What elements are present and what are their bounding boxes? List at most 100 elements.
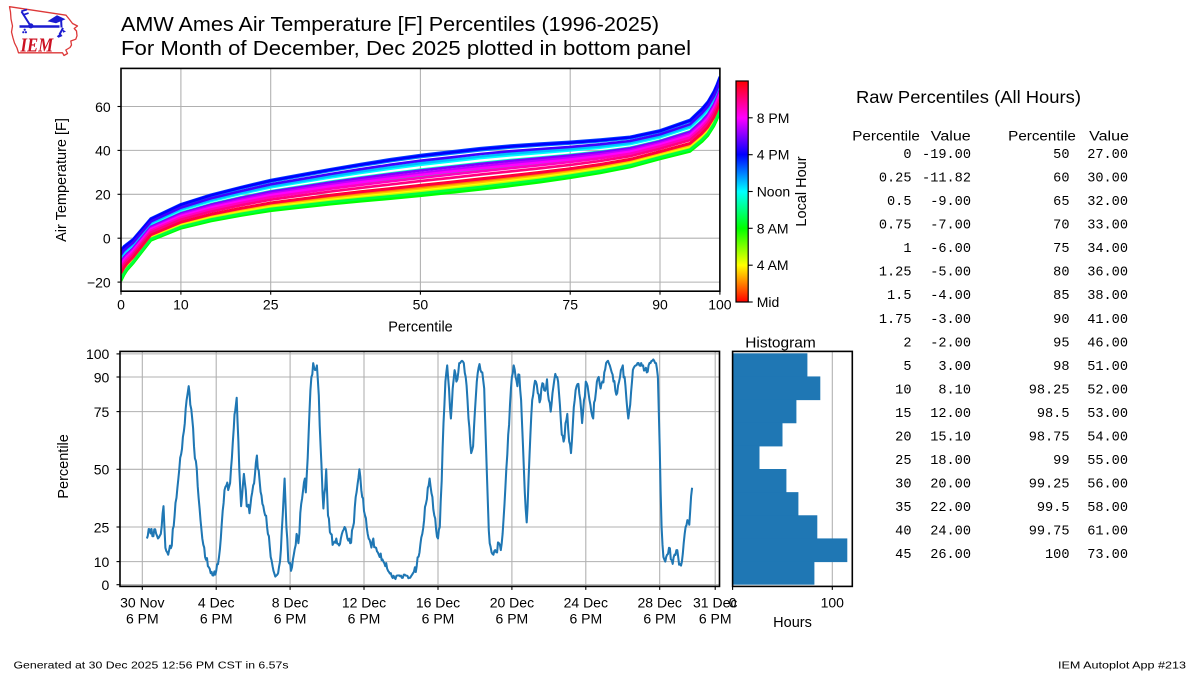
svg-text:16 Dec: 16 Dec [416,595,460,611]
svg-text:2: 2 [903,336,911,351]
svg-text:-19.00: -19.00 [922,148,971,163]
svg-text:IEM: IEM [20,34,55,57]
svg-text:Mid: Mid [757,294,780,310]
svg-text:15.10: 15.10 [930,431,971,446]
svg-text:For Month of December, Dec 202: For Month of December, Dec 2025 plotted … [121,38,691,60]
svg-text:65: 65 [1053,195,1069,210]
svg-text:26.00: 26.00 [930,548,971,563]
svg-text:40: 40 [895,525,911,540]
svg-text:99.25: 99.25 [1029,478,1070,493]
svg-text:98.25: 98.25 [1029,383,1070,398]
svg-text:51.00: 51.00 [1087,360,1128,375]
svg-text:10: 10 [94,554,110,570]
svg-text:6 PM: 6 PM [643,611,676,627]
svg-text:60: 60 [95,99,111,115]
svg-text:45: 45 [895,548,911,563]
svg-text:6 PM: 6 PM [126,611,159,627]
svg-text:0.25: 0.25 [879,172,912,187]
svg-text:25: 25 [895,454,911,469]
svg-text:Percentile: Percentile [388,320,452,336]
svg-text:30: 30 [895,478,911,493]
svg-text:Percentile: Percentile [1008,129,1076,144]
svg-text:22.00: 22.00 [930,501,971,516]
svg-text:-4.00: -4.00 [930,289,971,304]
svg-text:100: 100 [1045,548,1069,563]
svg-text:10: 10 [173,296,189,312]
svg-text:0: 0 [729,595,737,611]
svg-text:0.75: 0.75 [879,219,912,234]
svg-text:56.00: 56.00 [1087,478,1128,493]
svg-text:6 PM: 6 PM [569,611,602,627]
svg-text:75: 75 [1053,242,1069,257]
svg-text:12.00: 12.00 [930,407,971,422]
svg-text:52.00: 52.00 [1087,383,1128,398]
svg-text:90: 90 [652,296,668,312]
svg-text:20: 20 [895,431,911,446]
svg-text:70: 70 [1053,219,1069,234]
svg-text:61.00: 61.00 [1087,525,1128,540]
svg-text:46.00: 46.00 [1087,336,1128,351]
svg-text:4 Dec: 4 Dec [198,595,235,611]
svg-text:40: 40 [95,143,111,159]
svg-text:-6.00: -6.00 [930,242,971,257]
svg-text:35: 35 [895,501,911,516]
svg-text:98.5: 98.5 [1037,407,1070,422]
svg-text:73.00: 73.00 [1087,548,1128,563]
svg-text:99.5: 99.5 [1037,501,1070,516]
svg-text:53.00: 53.00 [1087,407,1128,422]
svg-text:18.00: 18.00 [930,454,971,469]
svg-text:-5.00: -5.00 [930,266,971,281]
svg-text:IEM Autoplot App #213: IEM Autoplot App #213 [1058,661,1186,672]
svg-text:99.75: 99.75 [1029,525,1070,540]
svg-text:36.00: 36.00 [1087,266,1128,281]
svg-text:50: 50 [1053,148,1069,163]
svg-text:0: 0 [903,148,911,163]
svg-text:3.00: 3.00 [938,360,971,375]
svg-text:75: 75 [562,296,578,312]
svg-text:99: 99 [1053,454,1069,469]
svg-text:0: 0 [117,296,125,312]
svg-text:33.00: 33.00 [1087,219,1128,234]
svg-text:1: 1 [903,242,911,257]
svg-text:AMW Ames Air Temperature [F] P: AMW Ames Air Temperature [F] Percentiles… [121,14,659,36]
svg-text:-11.82: -11.82 [922,172,971,187]
svg-text:55.00: 55.00 [1087,454,1128,469]
svg-text:25: 25 [263,296,279,312]
svg-text:Local Hour: Local Hour [794,156,810,226]
svg-text:12 Dec: 12 Dec [342,595,386,611]
svg-text:27.00: 27.00 [1087,148,1128,163]
svg-text:Value: Value [1089,129,1129,144]
svg-text:28 Dec: 28 Dec [638,595,682,611]
svg-text:4 AM: 4 AM [757,257,789,273]
svg-text:-3.00: -3.00 [930,313,971,328]
svg-text:1.25: 1.25 [879,266,912,281]
svg-text:Histogram: Histogram [745,335,816,351]
svg-text:85: 85 [1053,289,1069,304]
svg-text:34.00: 34.00 [1087,242,1128,257]
svg-text:95: 95 [1053,336,1069,351]
svg-text:Hours: Hours [773,615,812,631]
svg-text:-9.00: -9.00 [930,195,971,210]
svg-text:Percentile: Percentile [56,434,72,498]
svg-text:20: 20 [95,187,111,203]
svg-text:8 Dec: 8 Dec [272,595,309,611]
svg-text:-7.00: -7.00 [930,219,971,234]
svg-text:54.00: 54.00 [1087,431,1128,446]
svg-text:0.5: 0.5 [887,195,911,210]
svg-text:8 AM: 8 AM [757,220,789,236]
svg-text:10: 10 [895,383,911,398]
svg-text:4 PM: 4 PM [757,147,790,163]
svg-text:20.00: 20.00 [930,478,971,493]
svg-text:100: 100 [821,595,845,611]
svg-text:Percentile: Percentile [852,129,920,144]
svg-text:6 PM: 6 PM [699,611,732,627]
svg-text:6 PM: 6 PM [274,611,307,627]
svg-text:20 Dec: 20 Dec [490,595,534,611]
svg-text:6 PM: 6 PM [348,611,381,627]
svg-text:Value: Value [931,129,971,144]
svg-text:1.75: 1.75 [879,313,912,328]
svg-text:8 PM: 8 PM [757,110,790,126]
svg-text:−20: −20 [87,274,111,290]
svg-text:0: 0 [102,577,110,593]
svg-text:31 Dec: 31 Dec [693,595,737,611]
